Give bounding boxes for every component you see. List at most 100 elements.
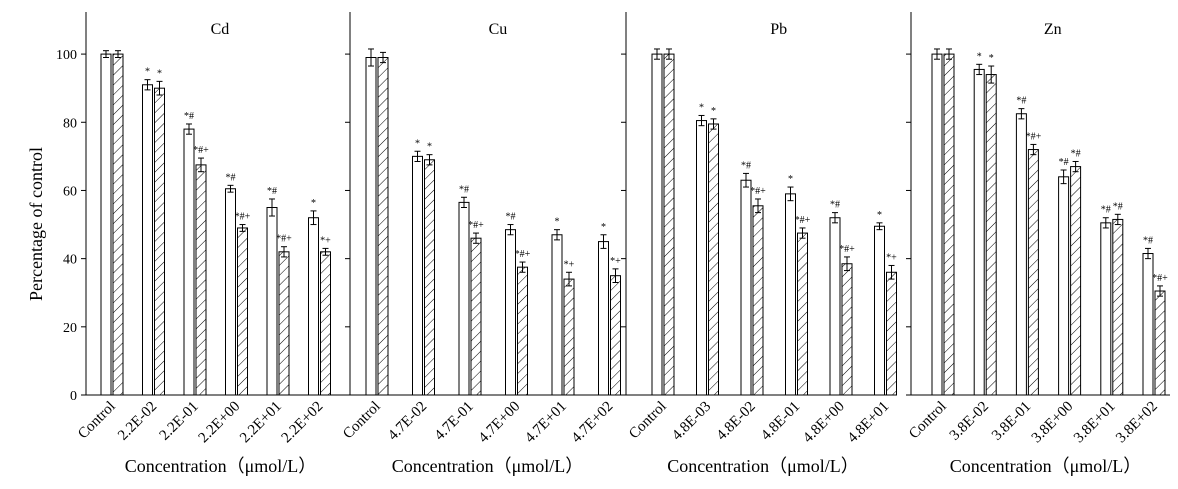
significance-label: *#+ bbox=[1026, 131, 1042, 142]
x-category-label: 4.7E-02 bbox=[385, 399, 430, 444]
significance-label: *# bbox=[506, 212, 516, 223]
significance-label: * bbox=[157, 68, 162, 79]
x-category-label: 4.8E-03 bbox=[669, 399, 714, 444]
bar-hatched bbox=[841, 263, 853, 396]
y-tick-label: 20 bbox=[63, 321, 77, 336]
x-axis-label: Concentration（μmol/L） bbox=[392, 456, 584, 476]
significance-label: * bbox=[601, 222, 606, 233]
x-category-label: 4.7E+00 bbox=[476, 399, 524, 447]
bar-hatched bbox=[1112, 218, 1124, 396]
bar-open bbox=[931, 53, 943, 396]
y-axis-label: Percentage of control bbox=[26, 147, 46, 301]
bar-hatched bbox=[112, 53, 124, 396]
x-category-label: Control bbox=[626, 399, 670, 443]
bar-open bbox=[740, 179, 752, 396]
bar-open bbox=[100, 53, 112, 396]
x-category-label: 4.8E+01 bbox=[845, 399, 893, 447]
significance-label: *#+ bbox=[235, 212, 251, 223]
significance-label: * bbox=[311, 198, 316, 209]
x-category-label: 3.8E+00 bbox=[1029, 399, 1077, 447]
significance-label: *# bbox=[1143, 235, 1153, 246]
bar-hatched bbox=[424, 159, 435, 396]
bar-hatched bbox=[470, 237, 482, 396]
bar-hatched bbox=[517, 266, 528, 396]
significance-label: *# bbox=[1016, 96, 1026, 107]
significance-label: * bbox=[699, 102, 704, 113]
panel-title: Zn bbox=[1044, 21, 1062, 38]
bar-hatched bbox=[943, 53, 955, 396]
significance-label: *# bbox=[741, 160, 751, 171]
significance-label: *# bbox=[267, 186, 277, 197]
bar-hatched bbox=[154, 87, 165, 396]
bar-hatched bbox=[278, 251, 290, 396]
significance-label: *#+ bbox=[1152, 273, 1168, 284]
x-axis-label: Concentration（μmol/L） bbox=[950, 456, 1142, 476]
x-category-label: 2.2E-02 bbox=[115, 399, 160, 444]
significance-label: *#+ bbox=[193, 145, 209, 156]
significance-label: *# bbox=[1059, 157, 1069, 168]
panel-title: Cu bbox=[489, 21, 508, 38]
significance-label: *#+ bbox=[276, 234, 292, 245]
bar-hatched bbox=[985, 74, 997, 396]
bar-open bbox=[458, 201, 470, 396]
x-axis-label: Concentration（μmol/L） bbox=[125, 456, 317, 476]
bar-open bbox=[1015, 113, 1027, 396]
significance-label: * bbox=[145, 67, 150, 78]
x-category-label: 4.8E-02 bbox=[714, 399, 759, 444]
bar-open bbox=[973, 68, 985, 396]
x-category-label: Control bbox=[340, 399, 384, 443]
panel-title: Pb bbox=[770, 21, 787, 38]
significance-label: * bbox=[711, 106, 716, 117]
significance-label: *#+ bbox=[515, 249, 531, 260]
x-category-label: 4.8E+00 bbox=[800, 399, 848, 447]
bar-hatched bbox=[237, 227, 248, 396]
bar-open bbox=[874, 225, 885, 396]
bar-open bbox=[308, 217, 319, 396]
x-category-label: 3.8E+02 bbox=[1113, 399, 1161, 447]
significance-label: * bbox=[977, 51, 982, 62]
bar-open bbox=[551, 234, 563, 396]
x-axis-label: Concentration（μmol/L） bbox=[667, 456, 859, 476]
significance-label: *# bbox=[830, 200, 840, 211]
significance-label: * bbox=[989, 53, 994, 64]
chart-panel-cd: 0 20 40 60 80 100 Cd Control * * 2.2E-02 *# *#+ 2.2E-… bbox=[56, 12, 345, 476]
chart-panel-cu: Cu Control * * 4.7E-02 *# *#+ 4.7E-01 *# *#+ 4.7E+… bbox=[340, 12, 621, 476]
bar-hatched bbox=[708, 123, 719, 396]
significance-label: *#+ bbox=[750, 186, 766, 197]
bar-hatched bbox=[320, 251, 331, 396]
significance-label: * bbox=[877, 210, 882, 221]
chart-panel-pb: Pb Control * * 4.8E-03 *# *#+ 4.8E-02 * *#+ 4.8E-0… bbox=[621, 12, 897, 476]
x-category-label: Control bbox=[75, 399, 119, 443]
x-category-label: 2.2E+02 bbox=[279, 399, 327, 447]
y-tick-label: 60 bbox=[63, 184, 77, 199]
x-category-label: 2.2E+00 bbox=[196, 399, 244, 447]
significance-label: * bbox=[415, 138, 420, 149]
x-category-label: 3.8E-02 bbox=[947, 399, 992, 444]
bar-hatched bbox=[377, 57, 389, 396]
x-category-label: 2.2E-01 bbox=[157, 399, 202, 444]
significance-label: *#+ bbox=[839, 244, 855, 255]
bar-open bbox=[365, 57, 377, 396]
bar-open bbox=[1100, 222, 1112, 396]
bar-open bbox=[142, 84, 153, 396]
significance-label: *# bbox=[226, 172, 236, 183]
bar-hatched bbox=[797, 232, 808, 396]
panel-title: Cd bbox=[211, 21, 230, 38]
bar-hatched bbox=[663, 53, 675, 396]
bar-hatched bbox=[610, 275, 621, 396]
bar-hatched bbox=[752, 205, 764, 396]
significance-label: *# bbox=[1113, 201, 1123, 212]
significance-label: *# bbox=[1071, 148, 1081, 159]
bar-open bbox=[696, 120, 707, 396]
bar-hatched bbox=[1154, 290, 1166, 396]
significance-label: * bbox=[427, 142, 432, 153]
significance-label: *# bbox=[184, 111, 194, 122]
significance-label: *+ bbox=[564, 259, 575, 270]
bar-hatched bbox=[886, 271, 897, 396]
x-category-label: 4.7E+01 bbox=[522, 399, 570, 447]
bar-hatched bbox=[1027, 149, 1039, 396]
significance-label: *+ bbox=[610, 256, 621, 267]
significance-label: *+ bbox=[320, 235, 331, 246]
